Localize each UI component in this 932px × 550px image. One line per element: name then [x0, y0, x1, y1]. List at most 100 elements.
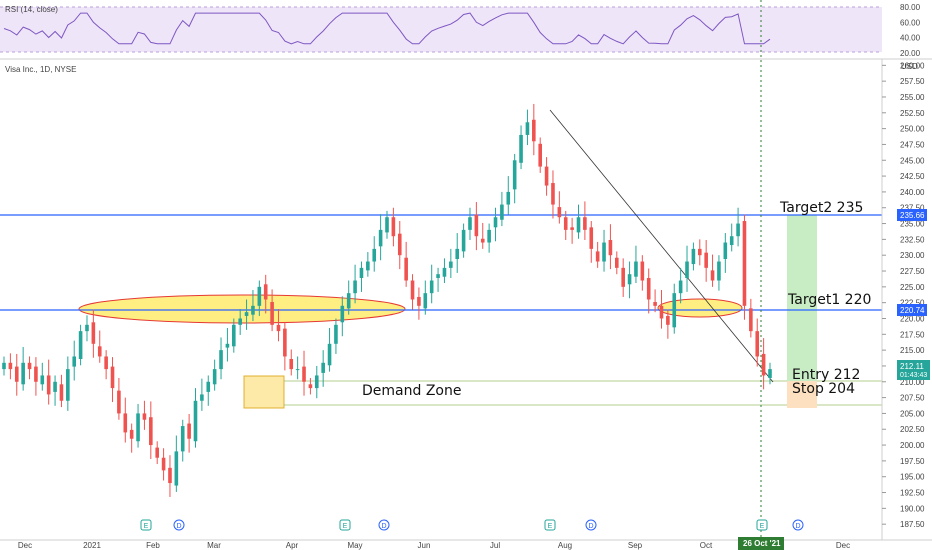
price-tick-label: 252.50 [900, 109, 925, 118]
rsi-band [0, 7, 882, 52]
candle [149, 401, 153, 459]
current-date-bg [738, 537, 784, 550]
candle [244, 299, 249, 330]
candle [404, 241, 408, 287]
current-price-tag: 212.11 [900, 362, 924, 371]
candle [538, 137, 542, 173]
stop-zone [787, 381, 817, 408]
rsi-tick-label: 80.00 [900, 3, 921, 12]
price-tick-label: 190.00 [900, 504, 925, 513]
candle [570, 217, 574, 244]
candle [53, 375, 57, 406]
candle [742, 214, 747, 320]
candle [532, 103, 536, 156]
stop-label: Stop 204 [792, 381, 855, 397]
candle [225, 327, 230, 362]
candle [46, 359, 51, 405]
candle [295, 356, 300, 380]
candle [627, 261, 632, 299]
candle [461, 223, 466, 258]
svg-text:E: E [548, 523, 553, 530]
candle [283, 322, 287, 371]
candle [219, 337, 223, 380]
candle [257, 280, 262, 316]
candle [761, 338, 766, 390]
candle [423, 280, 428, 315]
candle [161, 448, 166, 481]
candle [455, 233, 460, 273]
dividend-marker[interactable]: D [173, 519, 185, 531]
candle [327, 327, 332, 372]
candle [110, 357, 115, 403]
candle [321, 350, 325, 387]
current-date-tag: 26 Oct '21 [743, 539, 781, 548]
price-tick-label: 187.50 [900, 520, 925, 529]
candle [525, 109, 530, 146]
svg-text:D: D [588, 523, 593, 530]
time-label: Mar [207, 541, 221, 550]
price-tick-label: 237.50 [900, 204, 925, 213]
earnings-marker[interactable]: E [140, 519, 152, 531]
svg-text:D: D [795, 523, 800, 530]
candle [436, 267, 440, 292]
candle [104, 350, 108, 380]
candle [346, 280, 351, 315]
demand-zone-label: Demand Zone [362, 383, 461, 399]
price-tick-label: 202.50 [900, 425, 925, 434]
rsi-pane: RSI (14, close) 80.00 60.00 40.00 20.00 [0, 3, 921, 58]
candle [85, 315, 89, 342]
candle [232, 318, 236, 353]
dividend-marker[interactable]: D [378, 519, 390, 531]
demand-zone-box [243, 375, 285, 409]
price-tick-label: 220.00 [900, 314, 925, 323]
price-tick-label: 222.50 [900, 299, 925, 308]
price-tick-label: 247.50 [900, 140, 925, 149]
candle [487, 223, 491, 253]
price-tick-label: 227.50 [900, 267, 925, 276]
candle [117, 377, 121, 420]
candle [583, 201, 587, 241]
target1-label: Target1 220 [787, 292, 871, 308]
earnings-marker[interactable]: E [544, 519, 556, 531]
time-label: Feb [146, 541, 160, 550]
candle [723, 233, 728, 273]
candle [193, 388, 198, 448]
price-tick-label: 215.00 [900, 346, 925, 355]
candle [340, 296, 345, 337]
time-label: Dec [836, 541, 850, 550]
earnings-marker[interactable]: E [339, 519, 351, 531]
target2-label: Target2 235 [779, 200, 863, 216]
svg-text:D: D [381, 523, 386, 530]
earnings-marker[interactable]: E [756, 519, 768, 531]
dividend-marker[interactable]: D [792, 519, 804, 531]
price-tick-label: 230.00 [900, 251, 925, 260]
candle [576, 204, 581, 239]
svg-text:E: E [144, 523, 149, 530]
tag-220: 220.74 [900, 306, 925, 315]
price-axis[interactable]: 260.00 257.50 255.00 252.50 250.00 247.50 245.… [882, 61, 925, 529]
rsi-label: RSI (14, close) [5, 5, 58, 14]
dividend-marker[interactable]: D [585, 519, 597, 531]
candle [142, 400, 147, 430]
current-price-bg [897, 360, 930, 380]
candle [442, 258, 447, 284]
candle [391, 207, 396, 247]
candle [563, 210, 568, 241]
candle [34, 357, 38, 396]
price-tick-label: 250.00 [900, 125, 925, 134]
candle [27, 356, 32, 380]
time-label: Dec [18, 541, 32, 550]
time-axis[interactable]: Dec 2021 Feb Mar Apr May Jun Jul Aug Sep Oct Dec [18, 541, 850, 550]
rsi-tick-label: 60.00 [900, 18, 921, 27]
candle [717, 255, 721, 291]
candle [512, 153, 517, 204]
candle [59, 374, 64, 408]
candle [551, 170, 555, 219]
candle [544, 157, 549, 196]
candle [397, 221, 402, 270]
countdown-tag: 01:43:43 [900, 372, 927, 379]
candle [697, 239, 702, 266]
candle [493, 207, 498, 242]
